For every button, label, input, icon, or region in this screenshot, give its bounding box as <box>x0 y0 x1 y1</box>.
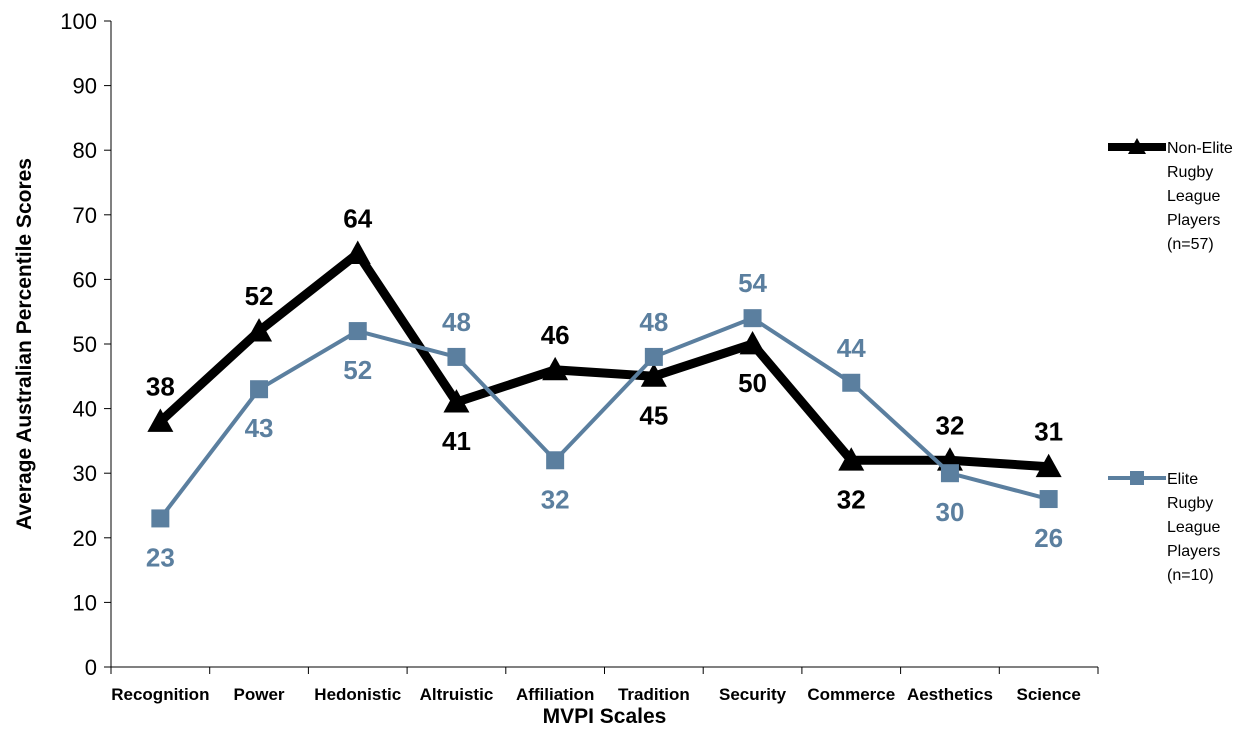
data-point <box>644 347 663 366</box>
data-point <box>447 347 466 366</box>
y-tick-label: 80 <box>73 138 97 163</box>
legend-label: (n=57) <box>1167 236 1214 253</box>
series-line <box>158 315 1050 520</box>
data-point <box>838 447 865 471</box>
data-label: 23 <box>146 542 175 572</box>
x-tick-label: Power <box>234 685 285 704</box>
data-label: 32 <box>935 410 964 440</box>
y-tick-label: 30 <box>73 461 97 486</box>
data-label: 30 <box>935 497 964 527</box>
data-point <box>1035 453 1062 478</box>
data-label: 32 <box>837 484 866 514</box>
data-point <box>344 240 371 264</box>
data-point <box>640 363 667 387</box>
data-label: 31 <box>1034 417 1063 447</box>
data-label: 26 <box>1034 523 1063 553</box>
data-label: 64 <box>343 204 372 234</box>
data-label: 46 <box>541 320 570 350</box>
data-label: 41 <box>442 426 471 456</box>
data-label: 32 <box>541 484 570 514</box>
x-tick-label: Security <box>719 685 787 704</box>
y-tick-label: 10 <box>73 590 97 615</box>
legend-label: Players <box>1167 543 1220 560</box>
y-tick-label: 90 <box>73 74 97 99</box>
data-label: 50 <box>738 368 767 398</box>
legend-label: Rugby <box>1167 495 1213 512</box>
y-tick-label: 100 <box>60 9 97 34</box>
series-2 <box>151 309 1058 528</box>
data-point <box>443 389 470 413</box>
data-point <box>743 309 762 328</box>
data-label: 44 <box>837 333 866 363</box>
x-tick-label: Recognition <box>111 685 209 704</box>
x-ticks: Recognition Power Hedonistic Altruistic Affi… <box>110 667 1099 704</box>
data-label: 54 <box>738 268 767 298</box>
data-label: 45 <box>639 400 668 430</box>
x-tick-label: Science <box>1017 685 1081 704</box>
data-point <box>246 318 273 342</box>
y-tick-label: 0 <box>85 655 97 680</box>
data-label: 52 <box>245 281 274 311</box>
x-tick-label: Aesthetics <box>907 685 993 704</box>
data-point <box>542 356 569 381</box>
legend-label: League <box>1167 519 1220 536</box>
data-label: 48 <box>639 307 668 337</box>
x-tick-label: Affiliation <box>516 685 594 704</box>
series-layer <box>147 240 1062 528</box>
legend-label: League <box>1167 188 1220 205</box>
data-point <box>151 509 170 528</box>
legend-label: Non-Elite <box>1167 140 1233 157</box>
x-axis-title: MVPI Scales <box>543 705 667 728</box>
y-tick-label: 50 <box>73 332 97 357</box>
legend-marker <box>1128 138 1146 154</box>
y-tick-label: 40 <box>73 397 97 422</box>
legend-label: (n=10) <box>1167 567 1214 584</box>
legend-item: Elite Rugby League Players (n=10) <box>1108 471 1220 584</box>
y-axis-title: Average Australian Percentile Scores <box>13 158 36 530</box>
y-tick-label: 20 <box>73 526 97 551</box>
legend-label: Elite <box>1167 471 1198 488</box>
data-labels-layer: 38 52 64 41 46 45 50 32 32 31 23 43 52 48 32 48 54 44 30 26 <box>146 204 1063 573</box>
data-point <box>842 373 861 392</box>
data-label: 43 <box>245 413 274 443</box>
legend-marker <box>1130 471 1144 485</box>
data-point <box>147 408 174 432</box>
axes <box>110 21 1098 668</box>
data-label: 52 <box>343 355 372 385</box>
x-tick-label: Tradition <box>618 685 690 704</box>
x-tick-label: Commerce <box>807 685 895 704</box>
series-1 <box>147 240 1062 478</box>
data-point <box>348 322 367 341</box>
legend-label: Players <box>1167 212 1220 229</box>
series-line <box>157 247 1049 472</box>
data-point <box>546 451 565 470</box>
data-point <box>940 464 959 483</box>
y-tick-label: 60 <box>73 267 97 292</box>
legend: Non-Elite Rugby League Players (n=57) Elite Ru… <box>1108 138 1233 584</box>
y-tick-label: 70 <box>73 203 97 228</box>
data-label: 38 <box>146 372 175 402</box>
x-tick-label: Altruistic <box>420 685 494 704</box>
legend-label: Rugby <box>1167 164 1213 181</box>
y-ticks: 0 10 20 30 40 50 60 70 80 90 100 <box>60 9 111 680</box>
data-point <box>739 331 766 355</box>
data-label: 48 <box>442 307 471 337</box>
x-tick-label: Hedonistic <box>314 685 401 704</box>
data-point <box>250 380 269 399</box>
data-point <box>1039 490 1058 509</box>
legend-item: Non-Elite Rugby League Players (n=57) <box>1108 138 1233 253</box>
